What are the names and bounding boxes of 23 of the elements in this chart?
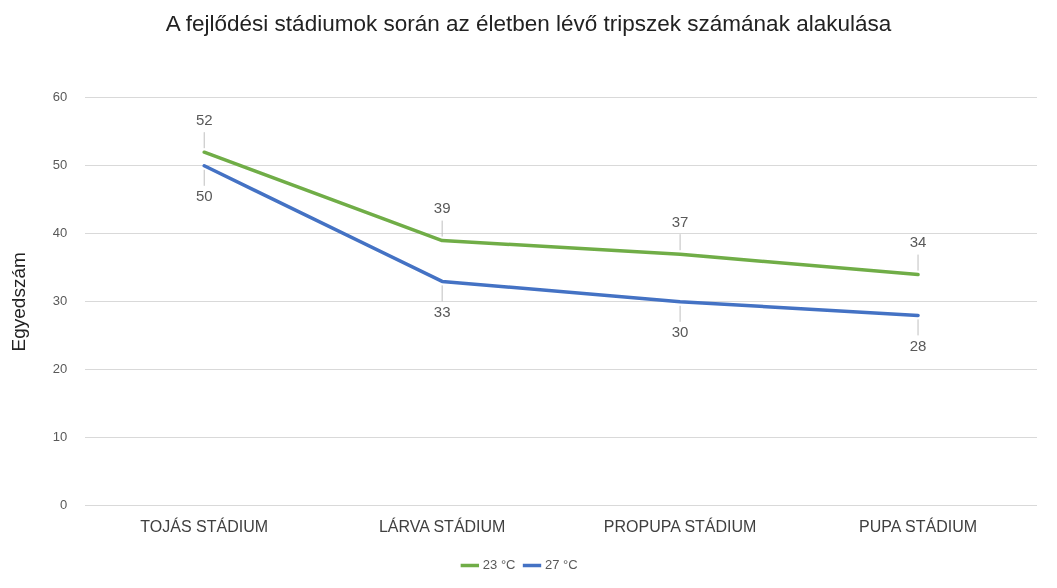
x-tick-label: PUPA STÁDIUM xyxy=(859,516,978,535)
y-axis-title: Egyedszám xyxy=(7,252,29,352)
legend-label: 27 °C xyxy=(545,557,578,573)
data-label: 34 xyxy=(909,233,927,251)
y-tick-label: 30 xyxy=(52,293,68,309)
data-label: 39 xyxy=(433,199,451,217)
y-tick-label: 40 xyxy=(52,225,68,241)
y-tick-label: 20 xyxy=(52,361,68,377)
data-label: 50 xyxy=(195,187,213,205)
x-tick-label: PROPUPA STÁDIUM xyxy=(603,516,757,535)
y-tick-label: 10 xyxy=(52,429,68,445)
chart-title: A fejlődési stádiumok során az életben lévő tripszek számának alakulása xyxy=(164,10,893,38)
y-tick-label: 60 xyxy=(52,89,68,105)
data-label: 37 xyxy=(671,212,689,230)
x-tick-label: LÁRVA STÁDIUM xyxy=(378,516,506,535)
y-tick-label: 0 xyxy=(60,497,68,513)
data-label: 30 xyxy=(671,323,689,341)
data-label: 28 xyxy=(909,337,927,355)
data-label: 33 xyxy=(433,303,451,321)
legend-label: 23 °C xyxy=(482,557,516,573)
y-tick-label: 50 xyxy=(52,157,68,173)
data-label: 52 xyxy=(195,110,213,128)
x-tick-label: TOJÁS STÁDIUM xyxy=(140,516,269,535)
